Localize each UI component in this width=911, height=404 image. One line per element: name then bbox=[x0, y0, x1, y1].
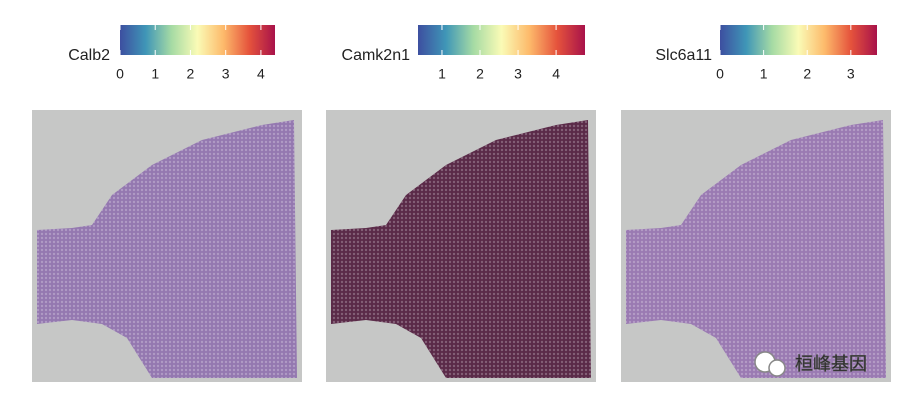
colorbar-tick-label: 2 bbox=[476, 66, 484, 82]
tissue-spots bbox=[626, 120, 886, 378]
colorbar bbox=[720, 25, 877, 55]
colorbar-tick-label: 2 bbox=[803, 66, 811, 82]
colorbar-tick-label: 2 bbox=[187, 66, 195, 82]
tissue-spots bbox=[331, 120, 591, 378]
colorbar bbox=[418, 25, 585, 55]
colorbar-tick-label: 4 bbox=[257, 66, 265, 82]
colorbar-tick-label: 1 bbox=[438, 66, 446, 82]
legend-title: Calb2 bbox=[68, 47, 110, 64]
colorbar-tick-label: 3 bbox=[847, 66, 855, 82]
watermark-text: 桓峰基因 bbox=[795, 354, 867, 374]
legend-title: Camk2n1 bbox=[342, 47, 411, 64]
panel: Calb2 0 1 2 3 4 bbox=[32, 25, 302, 382]
legend-title: Slc6a11 bbox=[655, 47, 712, 64]
colorbar-tick-label: 3 bbox=[222, 66, 230, 82]
colorbar-tick-label: 1 bbox=[760, 66, 768, 82]
colorbar bbox=[120, 25, 275, 55]
watermark: 桓峰基因 bbox=[754, 351, 867, 377]
tissue-spots bbox=[37, 120, 297, 378]
colorbar-tick-label: 0 bbox=[116, 66, 124, 82]
colorbar-tick-label: 1 bbox=[151, 66, 159, 82]
colorbar-tick-label: 0 bbox=[716, 66, 724, 82]
panel: Camk2n1 1 2 3 4 bbox=[326, 25, 596, 382]
colorbar-tick-label: 3 bbox=[514, 66, 522, 82]
colorbar-tick-label: 4 bbox=[552, 66, 560, 82]
